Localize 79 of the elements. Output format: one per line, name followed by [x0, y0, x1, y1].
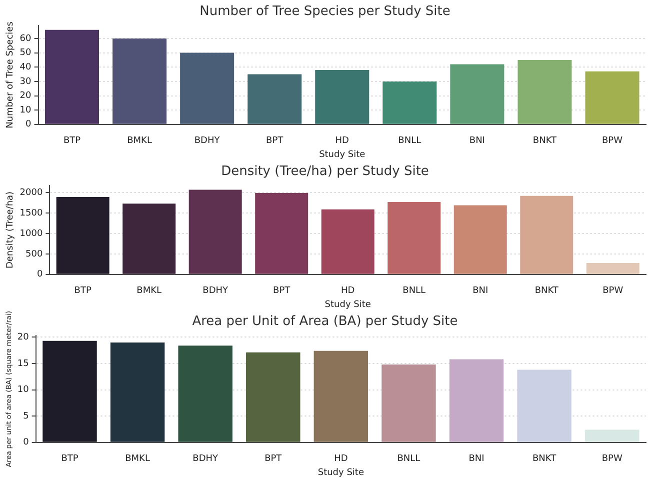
x-tick-label: BPT [264, 454, 282, 464]
y-tick-label: 1500 [20, 208, 43, 218]
x-tick-label: BDHY [194, 136, 220, 146]
x-tick-label: BMKL [136, 286, 162, 296]
bar [382, 81, 437, 124]
x-tick-label: BNKT [532, 136, 558, 146]
y-tick-label: 0 [36, 270, 43, 280]
chart-title: Number of Tree Species per Study Site [200, 4, 450, 20]
x-tick-label: BNI [472, 286, 488, 296]
x-tick-label: BTP [63, 136, 82, 146]
y-tick-label: 2000 [20, 188, 43, 198]
x-tick-label: BNLL [398, 136, 422, 146]
bar [449, 359, 504, 442]
y-axis-title: Density (Tree/ha) [6, 191, 16, 269]
bar [586, 262, 640, 274]
x-tick-label: BNLL [402, 286, 426, 296]
bar [585, 71, 640, 124]
bar [518, 60, 572, 124]
x-tick-label: BMKL [125, 454, 150, 464]
y-axis-title: Number of Tree Species [6, 21, 16, 128]
y-tick-label: 20 [17, 332, 30, 343]
y-tick-label: 5 [23, 411, 29, 422]
x-axis-title: Study Site [324, 300, 372, 310]
x-tick-label: BNKT [532, 454, 557, 464]
x-tick-label: BTP [74, 286, 92, 296]
y-tick-label: 60 [20, 34, 32, 44]
bar [450, 64, 504, 124]
x-tick-label: BDHY [192, 454, 219, 464]
x-tick-label: BNLL [397, 454, 420, 464]
bar [520, 196, 574, 274]
y-tick-label: 500 [26, 249, 43, 260]
bar [584, 430, 640, 442]
x-tick-label: BDHY [202, 286, 229, 296]
x-axis-title: Study Site [318, 468, 364, 478]
y-tick-label: 15 [17, 358, 29, 369]
y-tick-label: 0 [26, 120, 32, 130]
x-tick-label: BTP [61, 454, 79, 464]
y-tick-label: 20 [20, 91, 32, 102]
bar [315, 70, 370, 124]
x-tick-label: BPW [602, 454, 622, 464]
y-tick-label: 50 [20, 48, 32, 58]
x-tick-label: BNI [468, 454, 484, 464]
x-tick-label: BPT [266, 136, 284, 146]
chart-title: Area per Unit of Area (BA) per Study Site [192, 314, 458, 330]
x-tick-label: HD [335, 136, 350, 146]
y-tick-label: 30 [20, 76, 32, 87]
bar [248, 74, 302, 124]
y-tick-label: 10 [17, 385, 30, 396]
y-tick-label: 40 [20, 62, 32, 72]
x-tick-label: BPT [273, 286, 291, 296]
bar [388, 202, 441, 274]
y-tick-label: 1000 [20, 228, 43, 239]
bar [122, 204, 176, 274]
bar [110, 342, 165, 442]
bar [321, 209, 374, 274]
bar [56, 197, 110, 274]
bar [382, 364, 436, 442]
x-tick-label: HD [341, 286, 355, 296]
x-tick-label: HD [334, 454, 348, 464]
bar [42, 340, 97, 442]
bar [180, 52, 234, 124]
x-tick-label: BPW [602, 136, 623, 146]
x-tick-label: BPW [602, 286, 624, 296]
x-tick-label: BNKT [534, 286, 559, 296]
bar [517, 370, 572, 442]
bar [45, 30, 100, 124]
y-tick-label: 10 [20, 105, 32, 116]
x-tick-label: BNI [469, 136, 485, 146]
bar [188, 190, 242, 274]
y-tick-label: 0 [23, 438, 30, 448]
bar [454, 205, 507, 274]
x-tick-label: BMKL [127, 136, 152, 146]
chart-title: Density (Tree/ha) per Study Site [221, 164, 429, 180]
bar [112, 38, 167, 124]
bar [178, 346, 232, 442]
bar [246, 352, 300, 442]
bar [255, 192, 308, 274]
bar [314, 350, 368, 442]
x-axis-title: Study Site [319, 150, 366, 160]
